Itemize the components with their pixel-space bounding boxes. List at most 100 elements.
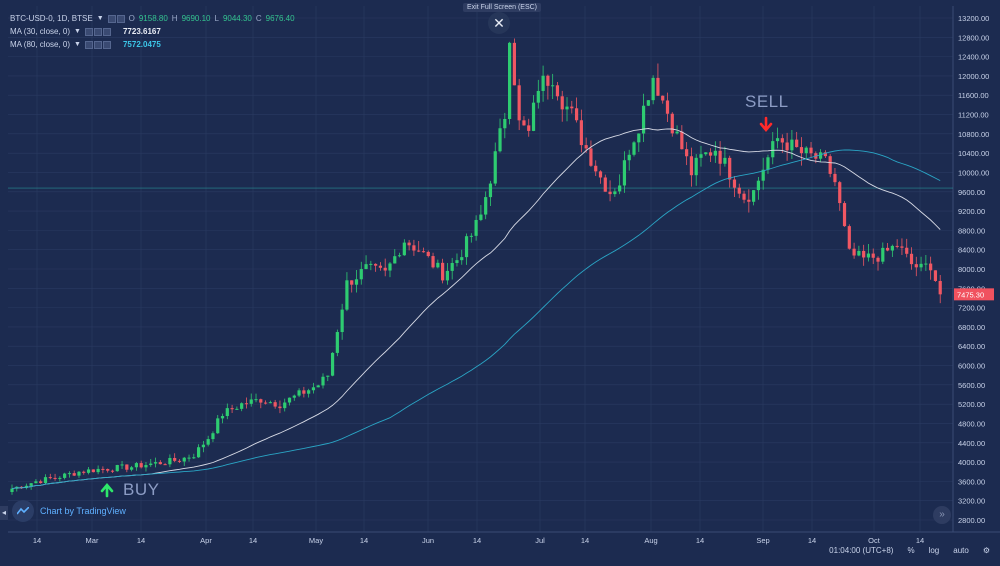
ma30-value: 7723.6167 (122, 27, 161, 36)
settings-icon[interactable] (93, 27, 102, 36)
chevron-down-icon[interactable]: ▼ (74, 28, 81, 35)
y-tick-label: 5600.00 (958, 381, 985, 390)
candle-body (819, 152, 823, 159)
scroll-left-icon[interactable]: ◂ (0, 506, 8, 520)
candle-body (742, 193, 746, 200)
candle-body (120, 464, 124, 466)
candle-body (842, 203, 847, 227)
candle-body (795, 139, 799, 148)
scroll-to-latest-icon[interactable]: » (933, 506, 951, 524)
candle-body (833, 173, 837, 183)
candle-body (383, 267, 387, 271)
candle-body (756, 180, 760, 191)
ma30-label[interactable]: MA (30, close, 0) (10, 27, 71, 36)
x-tick-label: 14 (581, 536, 589, 545)
candle-body (618, 185, 622, 192)
candle-body (287, 397, 292, 403)
y-tick-label: 10400.00 (958, 149, 989, 158)
candle-body (130, 467, 134, 470)
tradingview-branding[interactable]: Chart by TradingView (12, 500, 126, 522)
y-tick-label: 10800.00 (958, 130, 989, 139)
candle-body (622, 160, 627, 186)
ma80-label[interactable]: MA (80, close, 0) (10, 40, 71, 49)
candle-body (541, 75, 545, 91)
candle-body (77, 471, 81, 476)
candle-body (503, 118, 507, 129)
candle-body (86, 469, 91, 473)
y-tick-label: 8800.00 (958, 226, 985, 235)
candle-body (149, 463, 153, 466)
close-icon[interactable] (102, 40, 111, 49)
candle-body (579, 120, 583, 146)
candle-body (828, 156, 832, 174)
candle-body (656, 77, 660, 96)
low-value: 9044.30 (222, 14, 252, 23)
candle-body (680, 131, 684, 150)
candle-body (689, 156, 694, 176)
ma30-controls[interactable] (84, 27, 111, 36)
y-tick-label: 6400.00 (958, 342, 985, 351)
candle-body (665, 100, 670, 114)
candle-body (340, 309, 344, 333)
tradingview-logo-icon (12, 500, 34, 522)
ma80-controls[interactable] (84, 40, 111, 49)
candle-body (445, 270, 449, 281)
chevron-down-icon[interactable]: ▼ (74, 41, 81, 48)
legend-controls[interactable] (107, 14, 125, 23)
buy-label: BUY (123, 480, 160, 499)
y-tick-label: 5200.00 (958, 400, 985, 409)
candle-body (283, 402, 287, 409)
candle-body (374, 263, 378, 266)
chevron-down-icon[interactable]: ▼ (96, 15, 104, 22)
percent-toggle[interactable]: % (907, 546, 915, 555)
eye-icon[interactable] (84, 40, 93, 49)
candle-body (402, 242, 406, 256)
candle-body (91, 469, 95, 473)
log-toggle[interactable]: log (928, 546, 940, 555)
candle-body (311, 387, 316, 391)
candle-body (268, 402, 272, 404)
symbol-legend: BTC-USD-0, 1D, BTSE ▼ O 9158.80 H 9690.10 … (10, 14, 295, 23)
candle-body (316, 385, 320, 388)
candle-body (718, 150, 722, 164)
candle-body (498, 128, 502, 152)
x-tick-label: Sep (756, 536, 769, 545)
candle-body (905, 247, 909, 254)
candle-body (890, 245, 894, 251)
y-tick-label: 7200.00 (958, 304, 985, 313)
eye-icon[interactable] (84, 27, 93, 36)
candle-body (460, 257, 464, 261)
candle-body (603, 177, 607, 192)
candle-body (871, 253, 875, 258)
gear-icon[interactable]: ⚙ (982, 546, 990, 555)
candle-body (48, 477, 52, 479)
exit-fullscreen-button[interactable]: Exit Full Screen (ESC) (463, 3, 542, 12)
candle-body (254, 399, 258, 401)
candle-body (641, 105, 646, 134)
close-icon[interactable]: ✕ (488, 12, 510, 34)
buy-arrow-icon (100, 482, 114, 498)
auto-toggle[interactable]: auto (953, 546, 969, 555)
symbol-label[interactable]: BTC-USD-0, 1D, BTSE (10, 14, 93, 23)
candle-body (632, 142, 636, 155)
candle-body (637, 133, 641, 143)
candle-body (484, 197, 488, 215)
eye-icon[interactable] (107, 14, 116, 23)
candle-body (790, 139, 794, 151)
close-icon[interactable] (102, 27, 111, 36)
candle-body (809, 147, 813, 154)
candle-body (732, 179, 737, 188)
ma30-legend: MA (30, close, 0) ▼ 7723.6167 (10, 27, 161, 36)
settings-icon[interactable] (116, 14, 125, 23)
y-tick-label: 8400.00 (958, 246, 985, 255)
branding-label: Chart by TradingView (40, 506, 126, 516)
x-tick-label: 14 (33, 536, 41, 545)
candle-body (53, 477, 57, 479)
candle-body (723, 157, 727, 164)
settings-icon[interactable] (93, 40, 102, 49)
ma30-line (11, 128, 941, 490)
candle-body (364, 264, 368, 270)
candle-body (761, 169, 765, 181)
